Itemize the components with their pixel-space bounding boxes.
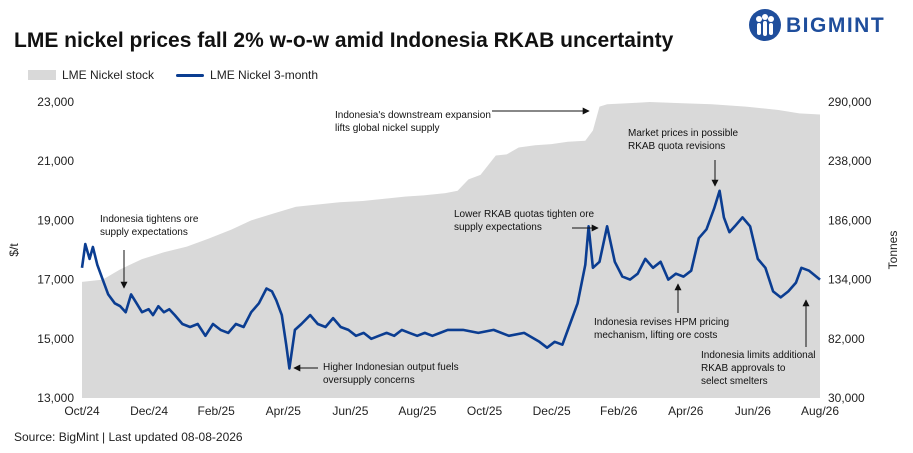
x-tick: Jun/26 xyxy=(735,404,771,418)
x-tick: Feb/25 xyxy=(198,404,236,418)
annotation-text: Market prices in possible xyxy=(628,128,738,139)
annotation-text: RKAB approvals to xyxy=(701,363,786,374)
x-tick: Feb/26 xyxy=(600,404,638,418)
annotation-text: Indonesia tightens ore xyxy=(100,214,199,225)
legend-swatch-line xyxy=(176,73,205,77)
annotation-text: Higher Indonesian output fuels xyxy=(323,362,459,373)
annotation-text: Indonesia limits additional xyxy=(701,350,816,361)
legend-swatch-area xyxy=(28,70,56,80)
people-icon xyxy=(749,9,781,41)
chart-title: LME nickel prices fall 2% w-o-w amid Ind… xyxy=(14,29,674,52)
chart-legend: LME Nickel stock LME Nickel 3-month xyxy=(28,68,340,82)
legend-label-stock: LME Nickel stock xyxy=(62,68,155,82)
annotation-text: Indonesia's downstream expansion xyxy=(335,110,491,121)
y-tick-right: 186,000 xyxy=(828,213,872,227)
annotation-text: select smelters xyxy=(701,376,768,387)
x-tick: Apr/26 xyxy=(668,404,704,418)
y-tick-right: 82,000 xyxy=(828,332,865,346)
x-tick: Aug/26 xyxy=(801,404,839,418)
price-line-series xyxy=(80,189,821,370)
x-tick: Aug/25 xyxy=(398,404,436,418)
annotation-text: Lower RKAB quotas tighten ore xyxy=(454,209,595,220)
annotation-text: Indonesia revises HPM pricing xyxy=(594,317,729,328)
y-tick-right: 134,000 xyxy=(828,273,872,287)
x-tick: Dec/24 xyxy=(130,404,168,418)
y-tick-left: 19,000 xyxy=(37,213,74,227)
y-tick-left: 21,000 xyxy=(37,154,74,168)
annotation-text: supply expectations xyxy=(100,227,188,238)
logo-text: BIGMINT xyxy=(786,14,886,37)
annotation-text: mechanism, lifting ore costs xyxy=(594,330,717,341)
annotation-text: supply expectations xyxy=(454,222,542,233)
legend-label-price: LME Nickel 3-month xyxy=(210,68,319,82)
y-tick-right: 290,000 xyxy=(828,95,872,109)
annotation-text: RKAB quota revisions xyxy=(628,141,725,152)
y-tick-left: 17,000 xyxy=(37,273,74,287)
legend-item-price: LME Nickel 3-month xyxy=(176,68,318,82)
legend-item-stock: LME Nickel stock xyxy=(28,68,154,82)
annotation-text: oversupply concerns xyxy=(323,375,415,386)
stock-area-series xyxy=(82,102,820,398)
x-tick: Oct/24 xyxy=(64,404,100,418)
x-tick: Jun/25 xyxy=(332,404,368,418)
source-note: Source: BigMint | Last updated 08-08-202… xyxy=(14,430,243,444)
x-tick: Apr/25 xyxy=(266,404,302,418)
annotation-text: lifts global nickel supply xyxy=(335,123,440,134)
x-tick: Dec/25 xyxy=(533,404,571,418)
y-tick-left: 13,000 xyxy=(37,391,74,405)
y-tick-left: 15,000 xyxy=(37,332,74,346)
y-axis-label-right: Tonnes xyxy=(886,231,900,270)
y-axis-label-left: $/t xyxy=(7,243,21,257)
x-tick: Oct/25 xyxy=(467,404,503,418)
y-tick-right: 30,000 xyxy=(828,391,865,405)
y-tick-left: 23,000 xyxy=(37,95,74,109)
bigmint-logo: BIGMINT xyxy=(748,8,908,42)
y-tick-right: 238,000 xyxy=(828,154,872,168)
